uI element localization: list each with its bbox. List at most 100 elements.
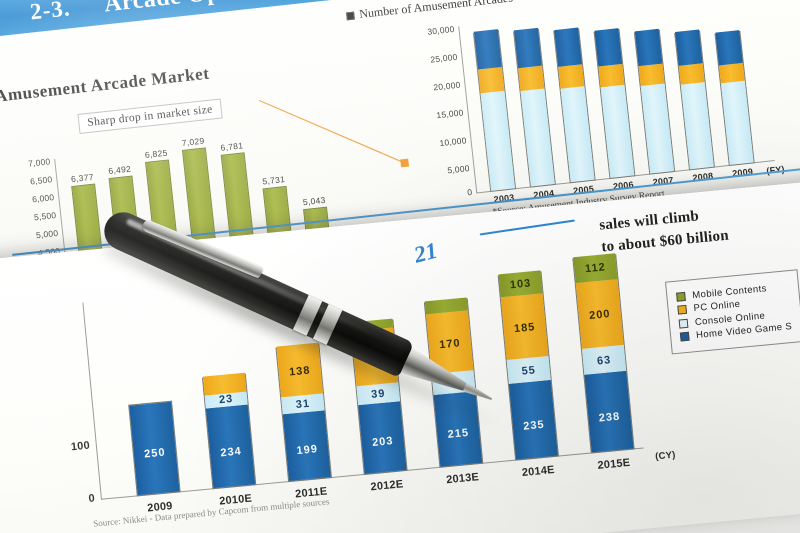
stacked-bar-2014E: 235 55 185 103 2014E: [497, 270, 559, 479]
bar-value-label: 6,781: [219, 140, 244, 153]
x-axis-unit-label: (CY): [654, 449, 677, 463]
segment-lower: [520, 88, 555, 187]
segment-value-label: 250: [143, 446, 167, 461]
chart-legend: Mobile Contents PC Online Console Online…: [664, 269, 800, 354]
callout-text: Sharp drop in market size: [86, 103, 214, 129]
slide-bottom-headline: sales will climb to about $60 billion: [598, 190, 800, 259]
segment-value-label: 55: [521, 364, 537, 378]
bar-value-label: 6,377: [70, 171, 95, 185]
segment-lower: [680, 82, 714, 170]
segment-value-label: 185: [513, 321, 536, 336]
segment-lower: [600, 84, 635, 178]
segment-middle: [598, 63, 625, 88]
ytick: 5,000: [446, 163, 471, 176]
bar-value-label: 7,029: [181, 135, 205, 148]
ytick: 6,500: [29, 174, 53, 187]
ytick: 30,000: [426, 23, 455, 37]
legend-swatch-icon: [679, 331, 690, 342]
segment-home-video-game: 215: [433, 391, 483, 467]
segment-console-online: 39: [356, 382, 401, 406]
bar-value-label: 6,825: [144, 147, 169, 160]
segment-pc-online: 154: [351, 327, 399, 387]
chart-game-software-market: 100 0 250 2009 234 23 2010E: [70, 252, 676, 514]
slide-number: 2-3.: [28, 0, 72, 25]
segment-lower: [560, 86, 595, 183]
segment-value-label: 170: [438, 337, 462, 352]
bar-value-label: 6,492: [107, 163, 132, 177]
segment-middle: [477, 66, 505, 94]
segment-mobile-contents: 112: [573, 253, 618, 284]
ytick: 15,000: [435, 107, 465, 121]
segment-upper: [675, 29, 703, 66]
ytick: 5,500: [33, 209, 57, 223]
ytick: 0: [466, 186, 473, 198]
stacked-bar-2010E: 234 23 2010E: [201, 372, 257, 508]
callout-sharp-drop: Sharp drop in market size: [77, 98, 223, 134]
bar-category-label: 2013E: [445, 471, 480, 487]
stacked-bar-2004: 2004: [513, 27, 556, 200]
segment-middle: [638, 63, 665, 87]
bar-category-label: 2015E: [597, 456, 631, 472]
ytick: 10,000: [438, 135, 468, 149]
segment-pc-online: [202, 372, 247, 396]
ytick: 20,000: [432, 79, 462, 93]
segment-home-video-game: 238: [584, 370, 634, 453]
legend-swatch-icon: [676, 291, 686, 302]
segment-value-label: 235: [522, 418, 546, 433]
stacked-bar-2013E: 215 46 170 2013E: [423, 297, 484, 486]
segment-middle: [518, 65, 545, 92]
stacked-bar-2012E: 203 39 154 2012E: [349, 318, 408, 493]
segment-home-video-game: 235: [508, 379, 558, 460]
stacked-bar-2015E: 238 63 200 112 2015E: [572, 253, 635, 472]
segment-value-label: 203: [371, 435, 395, 449]
segment-middle: [678, 63, 705, 85]
segment-lower: [720, 80, 754, 165]
ytick: 100: [70, 439, 91, 454]
segment-lower: [480, 90, 516, 191]
segment-value-label: 199: [296, 443, 319, 458]
segment-value-label: 112: [584, 261, 607, 276]
segment-value-label: 63: [596, 354, 612, 368]
segment-value-label: 200: [588, 308, 612, 323]
segment-pc-online: 170: [425, 310, 474, 375]
segment-value-label: 23: [218, 392, 234, 407]
segment-middle: [558, 64, 585, 89]
segment-value-label: 103: [509, 277, 532, 292]
legend-swatch-icon: [678, 318, 689, 329]
stacked-bar-2011E: 199 31 138 2011E: [275, 342, 332, 500]
bar-category-label: 2014E: [521, 463, 556, 480]
chart-number-of-arcades: 30,000 25,000 20,000 15,000 10,000 5,000…: [427, 0, 785, 218]
ytick: 6,000: [31, 192, 55, 205]
segment-home-video-game: 199: [282, 410, 331, 482]
header-legend-item: Number of Amusement Arcades: [346, 0, 514, 23]
ytick: 7,000: [27, 156, 51, 169]
segment-upper: [513, 27, 542, 69]
segment-pc-online: 138: [276, 342, 323, 398]
square-marker-icon: [346, 11, 355, 21]
segment-console-online: 63: [581, 344, 627, 375]
segment-home-video-game: 234: [205, 404, 256, 489]
segment-pc-online: 200: [575, 279, 624, 349]
segment-console-online: 55: [506, 356, 551, 384]
decline-arrow-icon: [258, 99, 410, 168]
ytick: 5,000: [35, 227, 59, 241]
segment-value-label: 215: [447, 426, 470, 441]
segment-lower: [640, 83, 675, 174]
stacked-bar-2008: 2008: [674, 29, 715, 183]
stacked-bar-2009: 250 2009: [128, 400, 181, 514]
ytick: 25,000: [429, 51, 459, 65]
header-legend-label: Number of Amusement Arcades: [358, 0, 514, 21]
segment-upper: [715, 30, 743, 66]
stacked-bar-2009: 2009: [714, 30, 755, 179]
segment-pc-online: 185: [500, 293, 549, 360]
paper-sheet-arcade-operations: 2-3. Arcade Operations Market continues …: [0, 0, 800, 289]
stacked-bar-2006: 2006: [593, 28, 636, 192]
segment-upper: [634, 28, 663, 67]
segment-value-label: 238: [598, 410, 621, 425]
segment-value-label: 39: [370, 387, 386, 401]
segment-home-video-game: 250: [129, 401, 180, 496]
bar-category-label: 2012E: [370, 478, 404, 494]
stacked-bar-2005: 2005: [553, 27, 596, 196]
stacked-bar-2007: 2007: [633, 28, 676, 187]
